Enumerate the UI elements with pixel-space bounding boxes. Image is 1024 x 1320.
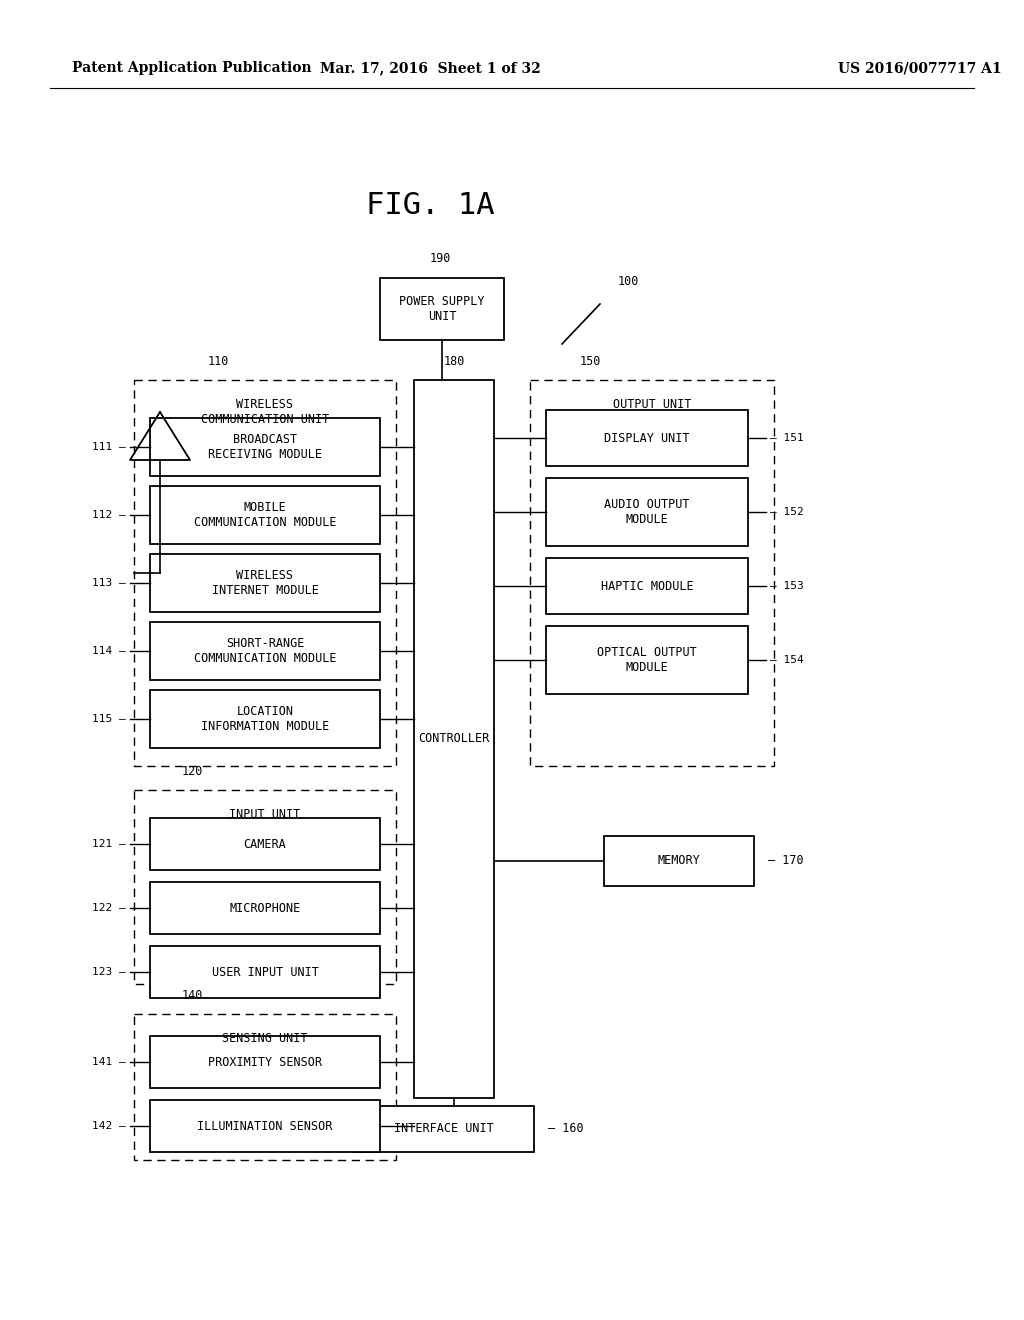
Text: ILLUMINATION SENSOR: ILLUMINATION SENSOR: [198, 1119, 333, 1133]
Text: 110: 110: [207, 355, 228, 368]
Text: POWER SUPPLY
UNIT: POWER SUPPLY UNIT: [399, 294, 484, 323]
Text: 121 —: 121 —: [92, 840, 126, 849]
Text: 123 —: 123 —: [92, 968, 126, 977]
Text: 190: 190: [429, 252, 451, 265]
Bar: [150, 418, 380, 477]
Bar: [150, 818, 380, 870]
Bar: [354, 1106, 534, 1152]
Text: DISPLAY UNIT: DISPLAY UNIT: [604, 432, 690, 445]
Text: INTERFACE UNIT: INTERFACE UNIT: [394, 1122, 494, 1135]
Text: BROADCAST
RECEIVING MODULE: BROADCAST RECEIVING MODULE: [208, 433, 322, 461]
Text: 112 —: 112 —: [92, 510, 126, 520]
Text: OUTPUT UNIT: OUTPUT UNIT: [612, 399, 691, 411]
Text: INPUT UNIT: INPUT UNIT: [229, 808, 301, 821]
Bar: [414, 380, 494, 1098]
Bar: [150, 882, 380, 935]
Bar: [134, 789, 396, 983]
Text: MOBILE
COMMUNICATION MODULE: MOBILE COMMUNICATION MODULE: [194, 502, 336, 529]
Text: 115 —: 115 —: [92, 714, 126, 723]
Text: — 170: — 170: [768, 854, 804, 867]
Bar: [380, 279, 504, 341]
Text: SENSING UNIT: SENSING UNIT: [222, 1032, 308, 1045]
Text: FIG. 1A: FIG. 1A: [366, 190, 495, 219]
Text: MICROPHONE: MICROPHONE: [229, 902, 301, 915]
Text: Patent Application Publication: Patent Application Publication: [72, 61, 311, 75]
Text: LOCATION
INFORMATION MODULE: LOCATION INFORMATION MODULE: [201, 705, 329, 733]
Text: 111 —: 111 —: [92, 442, 126, 451]
Text: USER INPUT UNIT: USER INPUT UNIT: [212, 965, 318, 978]
Text: 120: 120: [181, 766, 203, 777]
Text: 114 —: 114 —: [92, 645, 126, 656]
Text: WIRELESS
COMMUNICATION UNIT: WIRELESS COMMUNICATION UNIT: [201, 399, 329, 426]
Bar: [604, 836, 754, 886]
Text: US 2016/0077717 A1: US 2016/0077717 A1: [839, 61, 1001, 75]
Text: CAMERA: CAMERA: [244, 837, 287, 850]
Bar: [150, 946, 380, 998]
Text: 180: 180: [443, 355, 465, 368]
Bar: [150, 486, 380, 544]
Text: AUDIO OUTPUT
MODULE: AUDIO OUTPUT MODULE: [604, 498, 690, 525]
Text: 140: 140: [181, 989, 203, 1002]
Text: — 151: — 151: [770, 433, 804, 444]
Bar: [546, 626, 748, 694]
Text: — 160: — 160: [548, 1122, 584, 1135]
Text: Mar. 17, 2016  Sheet 1 of 32: Mar. 17, 2016 Sheet 1 of 32: [319, 61, 541, 75]
Text: HAPTIC MODULE: HAPTIC MODULE: [601, 579, 693, 593]
Bar: [530, 380, 774, 766]
Text: — 153: — 153: [770, 581, 804, 591]
Text: 113 —: 113 —: [92, 578, 126, 587]
Bar: [150, 554, 380, 612]
Text: CONTROLLER: CONTROLLER: [419, 733, 489, 746]
Bar: [134, 1014, 396, 1160]
Text: WIRELESS
INTERNET MODULE: WIRELESS INTERNET MODULE: [212, 569, 318, 597]
Text: 150: 150: [580, 355, 601, 368]
Text: — 152: — 152: [770, 507, 804, 517]
Bar: [546, 411, 748, 466]
Text: MEMORY: MEMORY: [657, 854, 700, 867]
Text: 122 —: 122 —: [92, 903, 126, 913]
Bar: [150, 690, 380, 748]
Text: PROXIMITY SENSOR: PROXIMITY SENSOR: [208, 1056, 322, 1068]
Text: SHORT-RANGE
COMMUNICATION MODULE: SHORT-RANGE COMMUNICATION MODULE: [194, 638, 336, 665]
Bar: [150, 1036, 380, 1088]
Text: 142 —: 142 —: [92, 1121, 126, 1131]
Bar: [150, 622, 380, 680]
Bar: [546, 558, 748, 614]
Bar: [150, 1100, 380, 1152]
Text: OPTICAL OUTPUT
MODULE: OPTICAL OUTPUT MODULE: [597, 645, 697, 675]
Bar: [134, 380, 396, 766]
Text: — 154: — 154: [770, 655, 804, 665]
Bar: [546, 478, 748, 546]
Text: 141 —: 141 —: [92, 1057, 126, 1067]
Text: 100: 100: [618, 275, 639, 288]
